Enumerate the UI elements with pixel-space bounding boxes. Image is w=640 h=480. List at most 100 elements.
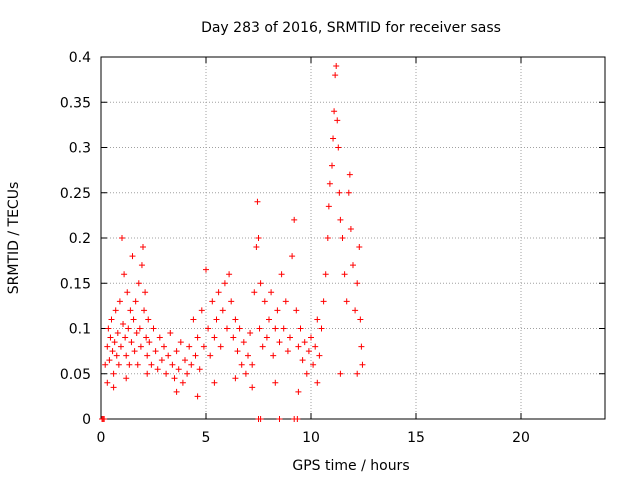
data-point	[253, 244, 260, 251]
data-point	[240, 339, 247, 346]
data-point	[203, 266, 209, 273]
data-point	[251, 289, 258, 296]
data-point	[259, 343, 266, 350]
data-point	[140, 244, 146, 251]
data-point	[331, 108, 338, 115]
data-point	[132, 298, 139, 305]
data-point	[152, 348, 159, 355]
data-point	[123, 352, 130, 359]
data-point	[135, 280, 142, 287]
data-point	[114, 330, 121, 337]
data-point	[329, 162, 335, 169]
data-point	[308, 334, 314, 341]
data-point	[280, 325, 287, 332]
data-point	[141, 307, 148, 314]
data-point	[334, 117, 341, 124]
data-point	[194, 334, 201, 341]
data-point	[121, 271, 128, 278]
data-point	[268, 289, 275, 296]
data-point	[111, 339, 118, 346]
y-tick-label: 0.3	[69, 141, 91, 157]
data-point	[339, 235, 346, 241]
data-point	[126, 361, 133, 368]
data-point	[224, 325, 230, 332]
y-axis-label: SRMTID / TECUs	[6, 182, 22, 295]
data-point	[245, 352, 251, 359]
data-point	[217, 343, 224, 350]
data-point	[156, 334, 163, 341]
x-tick-label: 5	[202, 430, 211, 446]
data-point	[234, 348, 241, 355]
data-point	[102, 361, 109, 368]
x-tick-label: 10	[302, 430, 320, 446]
data-point	[255, 235, 262, 241]
data-point	[104, 343, 111, 350]
data-point	[295, 343, 302, 350]
data-point	[318, 325, 325, 332]
data-point	[352, 307, 359, 314]
data-point	[182, 357, 188, 364]
data-point	[314, 379, 321, 386]
grid-lines	[101, 57, 605, 419]
data-point	[154, 366, 161, 373]
data-point	[343, 298, 350, 305]
data-point	[357, 316, 364, 323]
y-tick-label: 0.4	[69, 50, 91, 66]
data-point	[228, 298, 235, 305]
data-point	[211, 334, 218, 341]
data-point	[136, 325, 143, 332]
y-axis-tick-labels: 0 0.05 0.1 0.15 0.2 0.25 0.3 0.35 0.4	[60, 50, 91, 428]
data-point	[145, 316, 152, 323]
data-point	[129, 253, 136, 260]
data-point	[263, 334, 270, 341]
data-point	[215, 289, 222, 296]
data-point	[324, 235, 331, 241]
data-point	[134, 361, 141, 368]
data-point	[112, 307, 119, 314]
data-point	[274, 307, 281, 314]
data-point	[219, 307, 226, 314]
data-point	[127, 307, 134, 314]
data-point	[138, 262, 145, 269]
data-point	[101, 416, 108, 422]
y-tick-label: 0.05	[60, 367, 91, 383]
data-point	[276, 416, 283, 422]
data-point	[207, 352, 214, 359]
data-point	[131, 348, 138, 355]
data-point	[146, 339, 153, 346]
data-point	[221, 280, 228, 287]
data-point	[130, 316, 137, 323]
data-point	[330, 135, 337, 142]
data-point	[249, 361, 256, 368]
data-point	[256, 325, 263, 332]
data-point	[200, 343, 207, 350]
data-point	[230, 334, 237, 341]
data-point	[110, 384, 117, 391]
y-tick-label: 0.25	[60, 186, 91, 202]
data-point	[247, 330, 254, 337]
data-point	[125, 325, 132, 332]
data-point	[143, 334, 150, 341]
data-point	[175, 366, 182, 373]
data-point	[305, 348, 312, 355]
data-point	[192, 352, 199, 359]
data-point	[106, 357, 113, 364]
data-point	[137, 343, 144, 350]
data-point	[213, 316, 220, 323]
data-point	[116, 298, 123, 305]
data-point	[312, 343, 319, 350]
data-point	[332, 72, 339, 79]
data-point	[335, 144, 342, 151]
data-point	[169, 361, 176, 368]
data-point	[297, 325, 304, 332]
data-point	[163, 370, 170, 377]
data-point	[266, 316, 272, 323]
y-tick-label: 0.1	[69, 322, 91, 338]
data-point	[198, 307, 205, 314]
data-point	[194, 393, 201, 400]
data-point	[354, 280, 361, 287]
data-point	[303, 370, 310, 377]
data-point	[354, 370, 361, 377]
data-point	[314, 316, 321, 323]
data-points	[99, 63, 366, 422]
